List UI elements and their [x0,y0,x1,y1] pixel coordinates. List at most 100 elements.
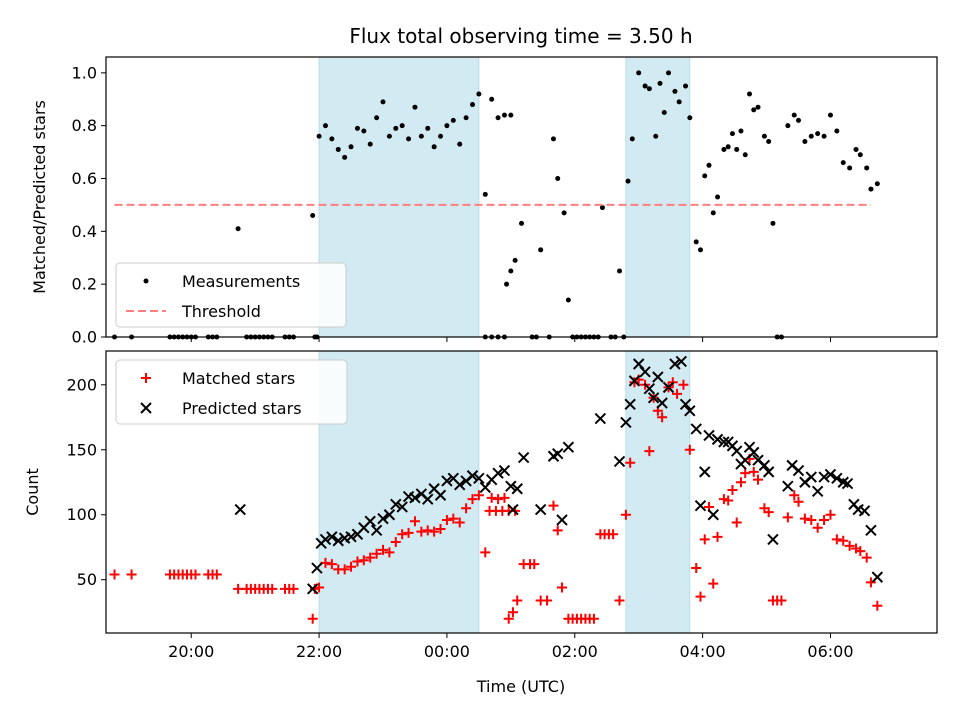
measurements-point-43 [425,125,431,131]
measurements-point-36 [380,99,386,105]
predicted-stars-point-78 [792,464,805,477]
predicted-stars-point-25 [454,479,466,491]
matched-stars-point-67 [542,595,553,606]
bottom-panel: 50 100 150 200 20:00 22:00 00:00 02:00 04:00 06:0… [23,350,938,696]
predicted-stars-point-15 [390,498,402,511]
predicted-stars-point-41 [562,441,575,453]
measurements-point-32 [354,125,360,131]
matched-stars-point-41 [416,526,427,537]
measurements-point-48 [457,141,463,147]
matched-stars-point-82 [614,595,625,606]
measurements-point-51 [476,91,482,97]
matched-stars-point-122 [812,522,823,533]
predicted-stars-point-58 [690,423,702,435]
measurements-point-61 [504,281,510,287]
matched-stars-point-46 [448,513,459,524]
top-panel: 0.0 0.2 0.4 0.6 0.8 1.0 Matched/Predicted sta… [30,56,938,347]
predicted-stars-point-62 [707,509,719,521]
measurements-point-93 [666,70,672,76]
matched-stars-point-91 [657,412,668,423]
matched-stars-point-34 [371,548,382,559]
measurements-point-123 [815,131,821,137]
measurements-point-132 [868,186,874,192]
predicted-stars-point-67 [731,445,743,457]
matched-stars-point-97 [691,563,702,574]
predicted-stars-point-42 [594,412,607,425]
matched-stars-point-19 [267,583,278,594]
matched-stars-point-54 [499,492,510,503]
predicted-stars-point-37 [534,503,547,516]
measurements-point-127 [840,160,846,166]
measurements-point-35 [374,115,380,121]
bottom-y-tick-label-3: 200 [66,375,97,394]
matched-stars-point-110 [748,466,759,477]
measurements-point-63 [512,257,518,263]
bottom-y-tick-label-0: 50 [77,570,97,589]
predicted-stars-point-76 [782,480,794,492]
matched-stars-point-118 [789,490,800,501]
top-y-tick-label-1: 0.2 [72,275,97,294]
measurements-point-31 [348,144,354,150]
measurements-point-37 [386,133,392,139]
matched-stars-point-26 [320,557,331,568]
measurements-point-124 [821,133,827,139]
measurements-point-103 [715,194,721,200]
top-legend-marker-0 [143,278,149,284]
predicted-stars-point-18 [409,492,421,504]
matched-stars-point-68 [548,500,559,511]
measurements-point-91 [657,80,663,86]
matched-stars-point-36 [384,547,395,558]
top-legend: Measurements Threshold [115,262,347,328]
predicted-stars-point-63 [711,433,724,446]
predicted-stars-point-61 [703,429,715,442]
bottom-legend: Matched stars Predicted stars [115,359,348,425]
matched-stars-point-120 [799,513,810,524]
matched-stars-point-104 [723,495,734,506]
predicted-stars-point-83 [824,468,837,481]
measurements-point-55 [501,112,507,118]
matched-stars-point-22 [288,583,299,594]
matched-stars-point-99 [699,534,710,545]
predicted-stars-point-91 [871,571,884,583]
predicted-stars-point-90 [865,524,877,537]
measurements-point-99 [697,247,703,253]
measurements-point-49 [463,115,469,121]
matched-stars-point-12 [233,583,244,594]
predicted-stars-point-81 [811,485,824,498]
matched-stars-point-96 [684,444,695,455]
predicted-stars-point-4 [319,533,332,546]
matched-stars-point-32 [358,555,369,566]
top-y-tick-label-5: 1.0 [72,63,97,82]
predicted-stars-point-14 [383,509,396,521]
measurements-point-107 [734,146,740,152]
measurements-point-44 [431,144,437,150]
top-legend-label-1: Threshold [181,302,261,321]
x-tick-label-4: 04:00 [680,642,726,661]
predicted-stars-point-53 [662,381,675,394]
predicted-stars-point-44 [620,416,632,429]
matched-stars-point-33 [365,552,376,563]
x-tick-label-2: 00:00 [424,642,470,661]
measurements-point-98 [693,239,699,245]
matched-stars-point-0 [109,569,120,580]
measurements-point-87 [636,70,642,76]
predicted-stars-point-16 [396,501,408,513]
predicted-stars-point-50 [647,392,660,404]
top-legend-box [115,262,347,328]
matched-stars-point-37 [390,537,401,548]
predicted-stars-point-49 [643,382,656,395]
measurements-point-90 [653,133,659,139]
matched-stars-point-116 [776,595,787,606]
matched-stars-point-108 [740,468,751,479]
predicted-stars-point-6 [332,535,344,547]
predicted-stars-point-80 [805,471,817,483]
predicted-stars-point-5 [326,531,338,543]
measurements-point-130 [857,152,863,158]
predicted-stars-point-45 [624,398,636,410]
top-shaded-interval-1 [625,56,691,338]
measurements-point-96 [683,83,689,89]
predicted-stars-point-73 [758,459,771,472]
measurements-point-122 [808,133,814,139]
matched-stars-point-51 [480,547,491,558]
